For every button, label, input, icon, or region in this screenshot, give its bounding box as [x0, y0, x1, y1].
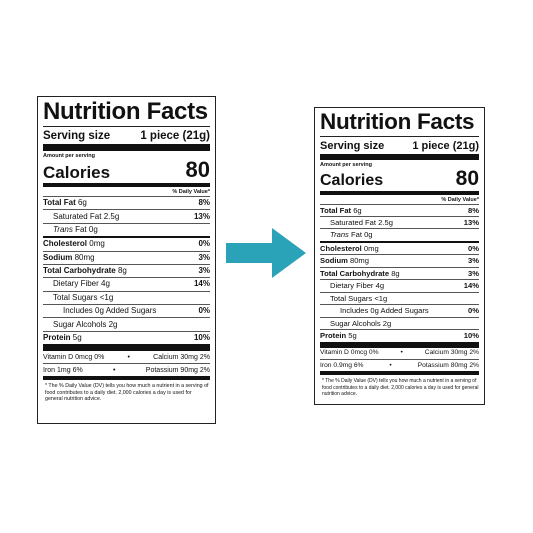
medium-divider: [43, 183, 210, 187]
nutrient-row-sodium: Sodium 80mg 3%: [43, 250, 210, 264]
thick-divider: [43, 344, 210, 352]
footnote: * The % Daily Value (DV) tells you how m…: [322, 378, 479, 397]
nutrition-label-updated: Nutrition Facts Serving size 1 piece (21…: [314, 107, 485, 405]
divider: [43, 126, 210, 127]
nutrient-row-trans-fat: Trans Fat 0g: [320, 228, 479, 240]
thick-divider: [43, 144, 210, 151]
serving-size-label: Serving size: [43, 130, 111, 142]
nutrient-row-dietary-fiber: Dietary Fiber 4g 14%: [43, 277, 210, 290]
label-title: Nutrition Facts: [43, 98, 208, 125]
nutrient-row-total-sugars: Total Sugars <1g: [320, 291, 479, 304]
nutrient-row-total-fat: Total Fat 6g 8%: [320, 203, 479, 215]
vitamin-row: Iron 1mg 6% • Potassium 90mg 2%: [43, 363, 210, 376]
calories-row: Calories 80: [320, 168, 479, 189]
serving-size-label: Serving size: [320, 139, 385, 152]
medium-divider: [320, 190, 479, 195]
amount-per-serving: Amount per serving: [320, 161, 372, 168]
serving-size-row: Serving size 1 piece (21g): [320, 140, 479, 152]
calories-value: 80: [455, 166, 479, 190]
nutrient-row-sodium: Sodium 80mg 3%: [320, 254, 479, 266]
nutrient-row-added-sugars: Includes 0g Added Sugars 0%: [320, 304, 479, 316]
vitamin-row: Vitamin D 0mcg 0% • Calcium 30mg 2%: [43, 353, 210, 361]
nutrient-row-trans-fat: Trans Fat 0g: [43, 222, 210, 236]
calories-label: Calories: [43, 163, 111, 182]
nutrient-row-protein: Protein 5g 10%: [43, 330, 210, 344]
thick-divider: [320, 153, 479, 160]
calories-value: 80: [185, 157, 210, 182]
daily-value-header: % Daily Value*: [172, 189, 210, 195]
footnote: * The % Daily Value (DV) tells you how m…: [45, 383, 209, 403]
vitamin-row: Vitamin D 0mcg 0% • Calcium 30mg 2%: [320, 349, 479, 357]
nutrient-row-dietary-fiber: Dietary Fiber 4g 14%: [320, 279, 479, 291]
nutrient-row-saturated-fat: Saturated Fat 2.5g 13%: [43, 209, 210, 222]
nutrient-row-total-fat: Total Fat 6g 8%: [43, 196, 210, 209]
nutrient-row-sugar-alcohols: Sugar Alcohols 2g: [43, 317, 210, 330]
nutrient-row-sugar-alcohols: Sugar Alcohols 2g: [320, 316, 479, 329]
medium-divider: [43, 376, 210, 381]
serving-size-value: 1 piece (21g): [412, 139, 479, 152]
nutrient-row-cholesterol: Cholesterol 0mg 0%: [43, 236, 210, 250]
nutrient-row-cholesterol: Cholesterol 0mg 0%: [320, 240, 479, 254]
serving-size-value: 1 piece (21g): [140, 130, 210, 142]
vitamin-row: Iron 0.9mg 6% • Potassium 80mg 2%: [320, 359, 479, 371]
nutrition-label-original: Nutrition Facts Serving size 1 piece (21…: [37, 96, 216, 424]
calories-row: Calories 80: [43, 157, 210, 182]
nutrient-row-saturated-fat: Saturated Fat 2.5g 13%: [320, 215, 479, 228]
serving-size-row: Serving size 1 piece (21g): [43, 130, 210, 142]
thick-divider: [320, 341, 479, 348]
arrow-right-icon: [226, 228, 306, 278]
calories-label: Calories: [320, 171, 384, 189]
nutrient-row-total-carbohydrate: Total Carbohydrate 8g 3%: [320, 266, 479, 278]
nutrient-row-total-carbohydrate: Total Carbohydrate 8g 3%: [43, 263, 210, 277]
label-title: Nutrition Facts: [320, 109, 475, 134]
nutrient-row-total-sugars: Total Sugars <1g: [43, 290, 210, 304]
medium-divider: [320, 371, 479, 376]
daily-value-header: % Daily Value*: [441, 196, 479, 203]
amount-per-serving: Amount per serving: [43, 153, 95, 159]
nutrient-row-protein: Protein 5g 10%: [320, 329, 479, 341]
divider: [320, 135, 479, 137]
nutrient-row-added-sugars: Includes 0g Added Sugars 0%: [43, 304, 210, 317]
